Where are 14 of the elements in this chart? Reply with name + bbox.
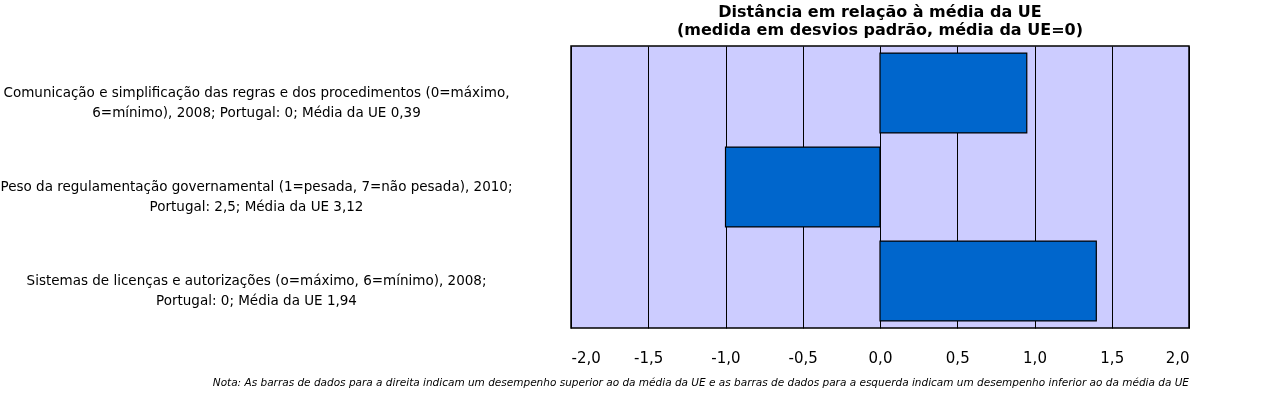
x-tick-label: -0,5 [788, 348, 818, 367]
y-tick-label: Peso da regulamentação governamental (1=pesada, 7=não pesada), 2010; Portugal: 2,5; Média da UE 3,12 [0, 178, 513, 214]
text: Nota: As barras de dados para a direita indicam um desempenho superior ao da média da UE e as barras de dados para a esquerda indicam um desempenho inferior ao da média da UE [212, 376, 1190, 388]
x-tick-label: 0,0 [868, 348, 893, 367]
x-tick-label: 1,5 [1100, 348, 1125, 367]
x-tick-label: -2,0 [571, 348, 601, 367]
x-tick-label: 2,0 [1165, 348, 1190, 367]
chart-title: Distância em relação à média da UE (medida em desvios padrão, média da UE=0) [677, 2, 1083, 39]
x-tick-label: 1,0 [1023, 348, 1047, 367]
y-tick-label: Comunicação e simplificação das regras e dos procedimentos (0=máximo, 6=mínimo), 2008; Portugal: 0; Média da UE 0,39 [3, 84, 510, 120]
x-tick-label: -1,5 [634, 348, 664, 367]
y-tick-label: Sistemas de licenças e autorizações (o=máximo, 6=mínimo), 2008; Portugal: 0; Média da UE 1,94 [26, 272, 487, 308]
x-tick-label: 0,5 [945, 348, 970, 367]
x-tick-label: -1,0 [711, 348, 741, 367]
